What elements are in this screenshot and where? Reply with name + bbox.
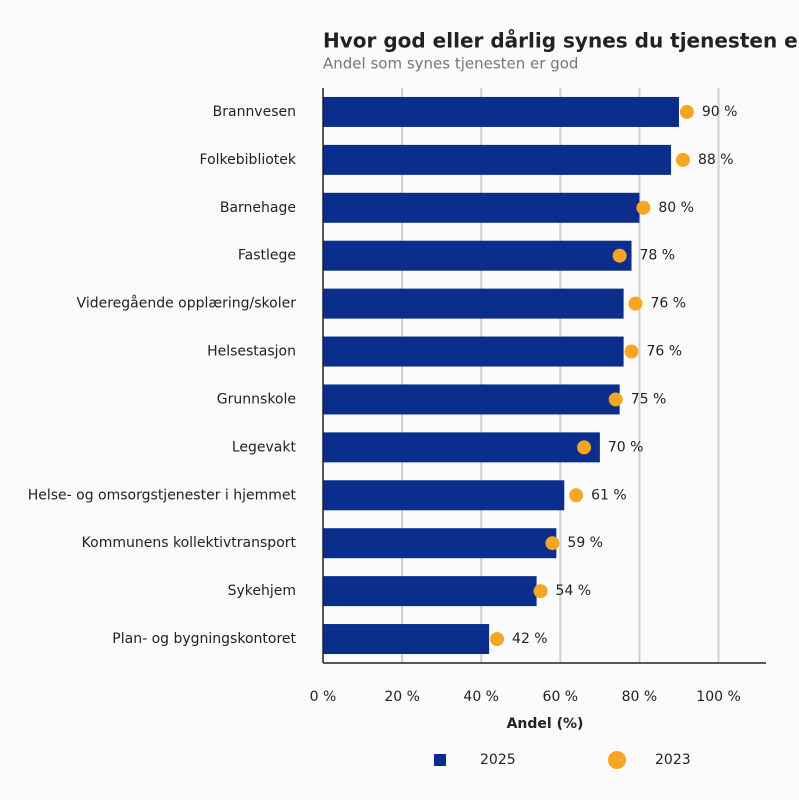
legend-label: 2025 — [480, 752, 516, 768]
x-tick-label: 80 % — [622, 689, 658, 705]
value-label: 70 % — [608, 439, 644, 455]
legend-swatch — [434, 754, 446, 766]
value-label: 76 % — [650, 296, 686, 312]
value-label: 88 % — [698, 152, 734, 168]
x-axis-title: Andel (%) — [507, 716, 584, 732]
bar — [323, 288, 624, 319]
bar — [323, 336, 624, 367]
y-tick-label: Barnehage — [220, 200, 296, 216]
legend-swatch — [608, 751, 626, 769]
bar — [323, 432, 600, 463]
value-label: 78 % — [640, 248, 676, 264]
dot — [533, 584, 548, 599]
value-label: 90 % — [702, 104, 738, 120]
bar — [323, 480, 565, 511]
value-label: 54 % — [556, 583, 592, 599]
bar — [323, 528, 557, 559]
value-label: 61 % — [591, 487, 627, 503]
dot — [628, 296, 643, 311]
y-tick-label: Helsestasjon — [207, 344, 296, 360]
chart-subtitle: Andel som synes tjenesten er god — [323, 55, 578, 73]
bar — [323, 192, 640, 223]
y-tick-label: Plan- og bygningskontoret — [112, 631, 296, 647]
bar — [323, 624, 490, 655]
dot — [608, 392, 623, 407]
dot — [490, 632, 505, 647]
y-tick-label: Grunnskole — [217, 391, 296, 407]
value-label: 80 % — [658, 200, 694, 216]
bar — [323, 240, 632, 271]
y-tick-label: Helse- og omsorgstjenester i hjemmet — [28, 487, 297, 503]
x-tick-label: 60 % — [543, 689, 579, 705]
chart-title: Hvor god eller dårlig synes du tjenesten… — [323, 29, 799, 53]
value-label: 59 % — [567, 535, 603, 551]
dot — [577, 440, 592, 455]
y-tick-label: Folkebibliotek — [200, 152, 297, 168]
bar — [323, 144, 672, 175]
dot — [612, 248, 627, 263]
y-tick-label: Fastlege — [238, 248, 296, 264]
bar — [323, 96, 679, 127]
y-tick-label: Kommunens kollektivtransport — [82, 535, 297, 551]
y-tick-label: Sykehjem — [228, 583, 296, 599]
x-tick-label: 0 % — [310, 689, 337, 705]
dot — [545, 536, 560, 551]
dot — [679, 104, 694, 119]
y-tick-label: Legevakt — [232, 439, 297, 455]
x-tick-label: 100 % — [696, 689, 740, 705]
x-tick-label: 20 % — [384, 689, 420, 705]
x-tick-label: 40 % — [463, 689, 499, 705]
value-label: 76 % — [647, 344, 683, 360]
dot — [636, 200, 651, 215]
bar — [323, 576, 537, 607]
value-label: 42 % — [512, 631, 548, 647]
y-tick-label: Videregående opplæring/skoler — [77, 295, 297, 312]
dot — [675, 152, 690, 167]
y-tick-label: Brannvesen — [213, 104, 296, 120]
legend-label: 2023 — [655, 752, 691, 768]
bar — [323, 384, 620, 415]
dot — [569, 488, 584, 503]
value-label: 75 % — [631, 391, 667, 407]
dot — [624, 344, 639, 359]
